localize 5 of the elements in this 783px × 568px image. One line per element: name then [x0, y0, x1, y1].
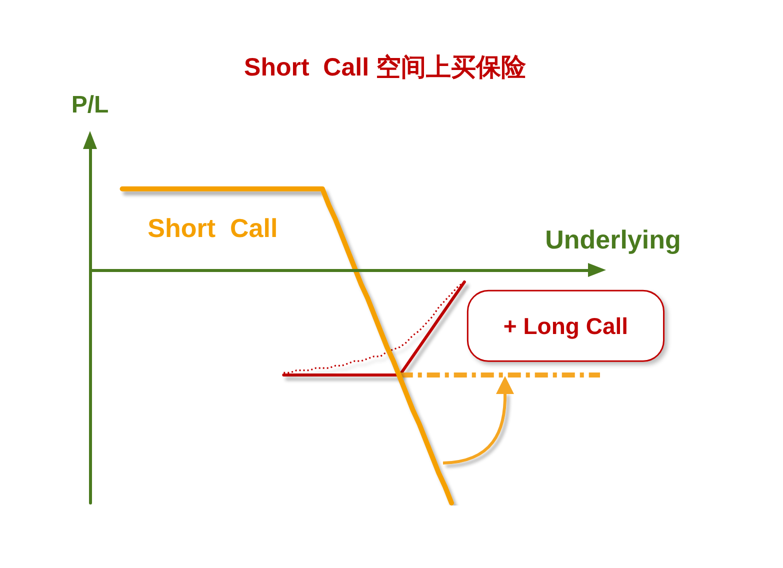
x-axis-title: Underlying — [545, 224, 681, 254]
series-label: Short Call — [148, 212, 278, 243]
y-axis-title: P/L — [71, 92, 109, 118]
chart-title: Short Call 空间上买保险 — [244, 54, 527, 82]
text: + Long Call — [503, 312, 628, 339]
